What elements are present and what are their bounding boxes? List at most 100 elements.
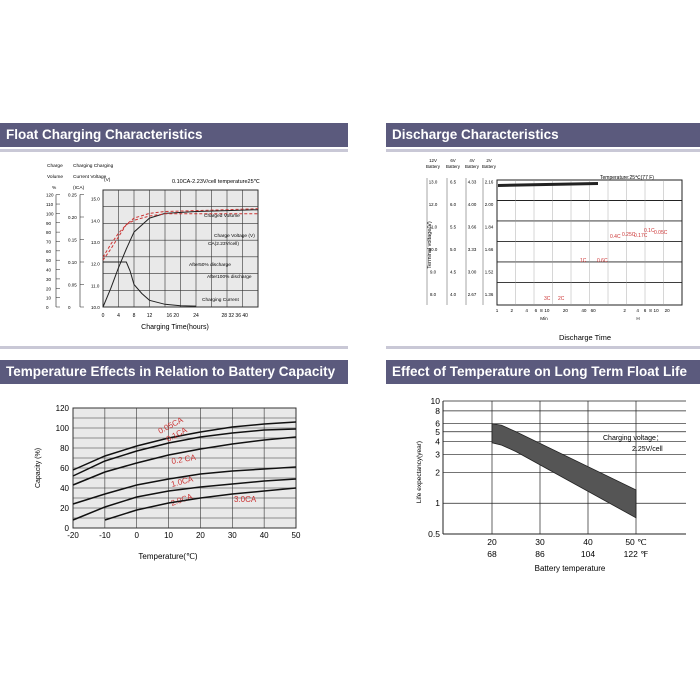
tick-label: 13.0 (91, 240, 100, 245)
panel-title-temperature-capacity: Temperature Effects in Relation to Batte… (0, 360, 348, 384)
panel-title-float-charging: Float Charging Characteristics (0, 123, 348, 147)
y-tick-label: 20 (60, 504, 69, 513)
tick-label: 10 (46, 296, 52, 301)
x-axis-label: Battery temperature (535, 564, 606, 573)
tick-label: 6.0 (450, 202, 457, 207)
y-tick-label: 8 (435, 406, 440, 416)
tick-label: 3.33 (468, 247, 477, 252)
series-line (72, 478, 297, 521)
series-line (72, 421, 297, 471)
annotation: Charging voltage： (603, 435, 663, 442)
y-tick-label: 10 (431, 396, 441, 406)
tick-label: 1.36 (485, 292, 494, 297)
curve-label: 0.6C (597, 258, 608, 264)
x-tick-label: 30 (535, 537, 545, 547)
axis-label: Charging Charging (73, 163, 114, 169)
x-tick-label: 1 (496, 308, 499, 313)
tick-label: 10.0 (91, 305, 100, 310)
x-tick-label: -20 (67, 531, 79, 540)
y-tick-label: 3 (435, 449, 440, 459)
x-tick-label: 16 20 (166, 313, 179, 319)
y-tick-label: 5 (435, 427, 440, 437)
x-tick-label: 20 (487, 537, 497, 547)
float-charging-chart: 0.10CA-2.23V/cell temperature25℃ Charge Vo… (46, 163, 261, 331)
tick-label: 10.0 (429, 247, 438, 252)
x-tick-label: 2 (511, 308, 514, 313)
x-tick-label: 50 (292, 531, 301, 540)
x-tick-label: 50 ℃ (625, 537, 647, 547)
x-unit: Min (540, 316, 548, 321)
tick-label: 14.0 (91, 218, 100, 223)
annotation: Charge Voltage (V) (214, 233, 255, 239)
curve-label: 0.1C (644, 228, 655, 234)
curve-label: 3C (544, 296, 551, 302)
column-header: Battery (482, 164, 497, 169)
annotation: 2.25V/cell (632, 446, 663, 453)
x-tick-label: 10 (164, 531, 173, 540)
annotation: CA(2.23V/cell) (208, 241, 239, 247)
life-expectancy-band (491, 423, 637, 519)
tick-label: 0.25 (68, 193, 77, 198)
tick-label: 100 (46, 211, 54, 216)
x-tick-label: 86 (535, 549, 545, 559)
x-tick-label: 60 (591, 308, 597, 313)
tick-label: 110 (46, 202, 54, 207)
curve-label: 0.25C (622, 232, 636, 238)
panel-divider (0, 346, 348, 349)
tick-label: 3.00 (468, 270, 477, 275)
tick-label: 5.0 (450, 247, 457, 252)
x-axis-label: Charging Time(hours) (141, 324, 209, 331)
x-tick-label: 28 32 36 40 (222, 313, 249, 319)
series-line-charged-50 (102, 208, 259, 261)
tick-label: 70 (46, 239, 52, 244)
y-tick-label: 100 (56, 424, 70, 433)
x-tick-label: 2 (623, 308, 626, 313)
axis-label: Volume (47, 174, 63, 180)
panel-divider (386, 346, 700, 349)
tick-label: 20 (46, 286, 52, 291)
tick-label: 1.52 (485, 270, 494, 275)
x-tick-label: 122 ℉ (624, 549, 650, 559)
tick-label: 0.05 (68, 283, 77, 288)
series-label: 0.2 CA (171, 453, 197, 466)
x-tick-label: 8 (649, 308, 652, 313)
curve-label: 0.17C (634, 233, 648, 239)
curve-label: 2C (558, 296, 565, 302)
tick-label: 60 (46, 249, 52, 254)
x-tick-label: 40 (581, 308, 587, 313)
annotation: After50% discharge (189, 262, 231, 268)
x-unit: H (636, 316, 639, 321)
series-line-current (103, 261, 197, 307)
x-tick-label: 8 (133, 313, 136, 319)
axis-label: % (52, 185, 57, 191)
annotation: After100% discharge (207, 274, 252, 280)
series-line (72, 466, 297, 505)
discharge-chart: 12VBattery13.012.011.010.09.08.06VBatter… (426, 158, 683, 342)
column-header: Battery (446, 164, 461, 169)
axis-label: (ICA) (73, 185, 85, 191)
tick-label: 4.0 (450, 292, 457, 297)
y-tick-label: 120 (56, 404, 70, 413)
tick-label: 4.33 (468, 180, 477, 185)
tick-label: 2.67 (468, 292, 477, 297)
tick-label: 3.66 (468, 225, 477, 230)
series-line-charged-100 (102, 209, 259, 308)
series-line-voltage (102, 213, 258, 258)
chart-title: 0.10CA-2.23V/cell temperature25℃ (172, 179, 261, 185)
series-label: 3.0CA (234, 495, 257, 504)
y-tick-label: 0 (65, 524, 70, 533)
tick-label: 0.10 (68, 260, 77, 265)
x-tick-label: 68 (487, 549, 497, 559)
x-tick-label: 20 (563, 308, 569, 313)
y-tick-label: 40 (60, 484, 69, 493)
y-tick-label: 80 (60, 444, 69, 453)
curve-label: 1C (580, 258, 587, 264)
x-tick-label: 24 (193, 313, 199, 319)
column-header: 6V (450, 158, 455, 163)
tick-label: 50 (46, 258, 52, 263)
panel-title-float-life: Effect of Temperature on Long Term Float… (386, 360, 700, 384)
tick-label: 2.00 (485, 202, 494, 207)
x-axis-label: Temperature(℃) (138, 552, 198, 561)
x-tick-label: 6 (535, 308, 538, 313)
